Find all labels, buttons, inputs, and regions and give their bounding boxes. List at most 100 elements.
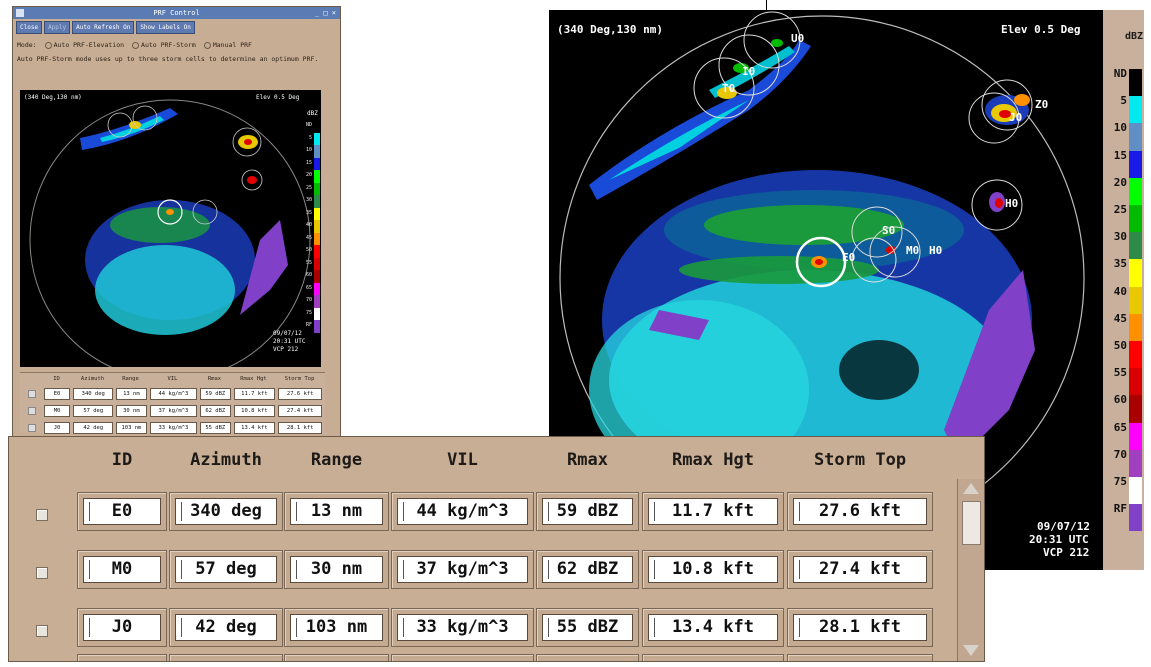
show-labels-button[interactable]: Show Labels On xyxy=(136,21,195,34)
table-cell-input[interactable]: 340 deg xyxy=(175,498,277,525)
small-table-cell[interactable]: 55 dBZ xyxy=(200,421,231,434)
small-table-cell[interactable]: 10.8 kft xyxy=(233,404,276,417)
small-row-checkbox[interactable] xyxy=(28,389,36,398)
table-cell-input[interactable]: 10.8 kft xyxy=(648,556,778,583)
text-cursor-icon xyxy=(548,560,551,579)
mode-option-storm[interactable]: Auto PRF-Storm xyxy=(132,41,196,49)
mode-option-elevation[interactable]: Auto PRF-Elevation xyxy=(44,41,124,49)
table-cell-input[interactable]: 13 nm xyxy=(290,498,383,525)
legend-swatch xyxy=(1129,96,1142,124)
elevation-label: Elev 0.5 Deg xyxy=(1001,23,1081,36)
small-table-cell[interactable]: 37 kg/m^3 xyxy=(149,404,198,417)
legend-label: 15 xyxy=(1113,148,1127,162)
small-table-cell[interactable]: E0 xyxy=(43,387,71,400)
small-table-cell[interactable]: 62 dBZ xyxy=(200,404,231,417)
small-column-header: VIL xyxy=(167,376,178,382)
small-table-cell[interactable]: 27.4 kft xyxy=(278,404,322,417)
small-radar-display[interactable]: (340 Deg,130 nm) Elev 0.5 Deg 09/07/12 2… xyxy=(20,90,321,367)
table-cell-input[interactable]: 44 kg/m^3 xyxy=(397,498,528,525)
small-table-cell[interactable]: 13.4 kft xyxy=(233,421,276,434)
table-cell-input[interactable]: 33 kg/m^3 xyxy=(397,614,528,641)
row-select-checkbox[interactable] xyxy=(36,567,48,579)
legend-swatch xyxy=(1129,205,1142,233)
table-cell-input[interactable]: 28.1 kft xyxy=(793,614,927,641)
window-controls-icon[interactable]: _ □ × xyxy=(314,9,336,17)
radio-icon[interactable] xyxy=(44,41,52,49)
legend-swatch xyxy=(1129,259,1142,287)
window-titlebar[interactable]: PRF Control _ □ × xyxy=(13,7,340,19)
table-cell-input[interactable]: 37 kg/m^3 xyxy=(397,556,528,583)
small-table-cell[interactable]: 340 deg xyxy=(73,387,114,400)
legend-swatch xyxy=(1129,504,1142,532)
small-toolbar: Close Apply Auto Refresh On Show Labels … xyxy=(13,19,340,37)
small-legend-label: 65 xyxy=(305,284,312,291)
small-table-cell[interactable]: J0 xyxy=(43,421,71,434)
apply-button[interactable]: Apply xyxy=(44,21,71,34)
small-table-cell[interactable]: 13 nm xyxy=(116,387,147,400)
row-select-checkbox[interactable] xyxy=(36,509,48,521)
table-cell-input[interactable]: 103 nm xyxy=(290,614,383,641)
storm-table-header: ID Azimuth Range VIL Rmax Rmax Hgt Storm Top xyxy=(9,437,984,479)
window-menu-icon[interactable] xyxy=(16,9,24,17)
table-cell-input[interactable]: 62 dBZ xyxy=(542,556,633,583)
scroll-up-icon[interactable] xyxy=(963,483,979,494)
table-cell-input[interactable]: 30 nm xyxy=(290,556,383,583)
cell-value: 13 nm xyxy=(310,501,363,521)
radio-icon[interactable] xyxy=(132,41,140,49)
table-cell-input[interactable]: J0 xyxy=(83,614,161,641)
table-cell-input[interactable]: 27.6 kft xyxy=(793,498,927,525)
row-select-checkbox[interactable] xyxy=(36,625,48,637)
table-scrollbar[interactable] xyxy=(957,479,984,661)
small-table-cell[interactable]: 42 deg xyxy=(73,421,114,434)
text-cursor-icon xyxy=(296,560,299,579)
small-legend-swatch xyxy=(314,270,320,283)
small-column-header: Range xyxy=(122,376,139,382)
text-cursor-icon xyxy=(799,502,802,521)
scroll-thumb[interactable] xyxy=(962,501,981,545)
legend-label: 40 xyxy=(1113,284,1127,298)
mode-option-manual[interactable]: Manual PRF xyxy=(203,41,252,49)
cell-label-h0-2: H0 xyxy=(929,244,943,257)
small-row-checkbox[interactable] xyxy=(28,423,36,432)
table-cell-input[interactable]: 27.4 kft xyxy=(793,556,927,583)
small-table-cell[interactable]: 30 nm xyxy=(116,404,147,417)
scroll-down-icon[interactable] xyxy=(963,645,979,656)
small-table-cell[interactable]: 103 nm xyxy=(116,421,147,434)
small-table-cell[interactable]: 27.6 kft xyxy=(278,387,322,400)
small-table-cell[interactable]: 57 deg xyxy=(73,404,114,417)
legend-swatch xyxy=(1129,395,1142,423)
small-legend-label: 55 xyxy=(305,259,312,266)
table-cell-input[interactable]: 57 deg xyxy=(175,556,277,583)
small-table-cell[interactable]: 44 kg/m^3 xyxy=(149,387,198,400)
table-cell-input[interactable]: 55 dBZ xyxy=(542,614,633,641)
small-table-cell[interactable]: 11.7 kft xyxy=(233,387,276,400)
legend-swatch xyxy=(1129,422,1142,450)
table-cell-input[interactable]: 59 dBZ xyxy=(542,498,633,525)
table-cell-input[interactable]: 42 deg xyxy=(175,614,277,641)
table-cell-input[interactable]: M0 xyxy=(83,556,161,583)
table-cell-input[interactable]: 13.4 kft xyxy=(648,614,778,641)
small-table-cell[interactable]: 28.1 kft xyxy=(278,421,322,434)
small-table-cell[interactable]: 33 kg/m^3 xyxy=(149,421,198,434)
auto-refresh-button[interactable]: Auto Refresh On xyxy=(72,21,135,34)
small-legend-swatch xyxy=(314,182,320,195)
radio-icon[interactable] xyxy=(203,41,211,49)
text-cursor-icon xyxy=(403,560,406,579)
small-legend-label: 75 xyxy=(305,309,312,316)
small-row-checkbox[interactable] xyxy=(28,406,36,415)
legend-label: 65 xyxy=(1113,420,1127,434)
close-button[interactable]: Close xyxy=(16,21,43,34)
small-table-cell[interactable]: 59 dBZ xyxy=(200,387,231,400)
table-cell-input[interactable]: E0 xyxy=(83,498,161,525)
small-table-cell[interactable]: M0 xyxy=(43,404,71,417)
small-time: 20:31 UTC xyxy=(273,338,306,345)
table-cell-input[interactable]: 11.7 kft xyxy=(648,498,778,525)
storm-table: ID Azimuth Range VIL Rmax Rmax Hgt Storm Top E… xyxy=(8,436,985,662)
small-radar-image xyxy=(29,99,311,367)
table-cell-frame xyxy=(642,654,784,661)
small-legend-label: 45 xyxy=(305,234,312,241)
cell-label-t0: T0 xyxy=(722,82,736,95)
table-cell-frame xyxy=(169,654,283,661)
small-legend-swatch xyxy=(314,170,320,183)
small-column-header: Rmax Hgt xyxy=(240,376,267,382)
